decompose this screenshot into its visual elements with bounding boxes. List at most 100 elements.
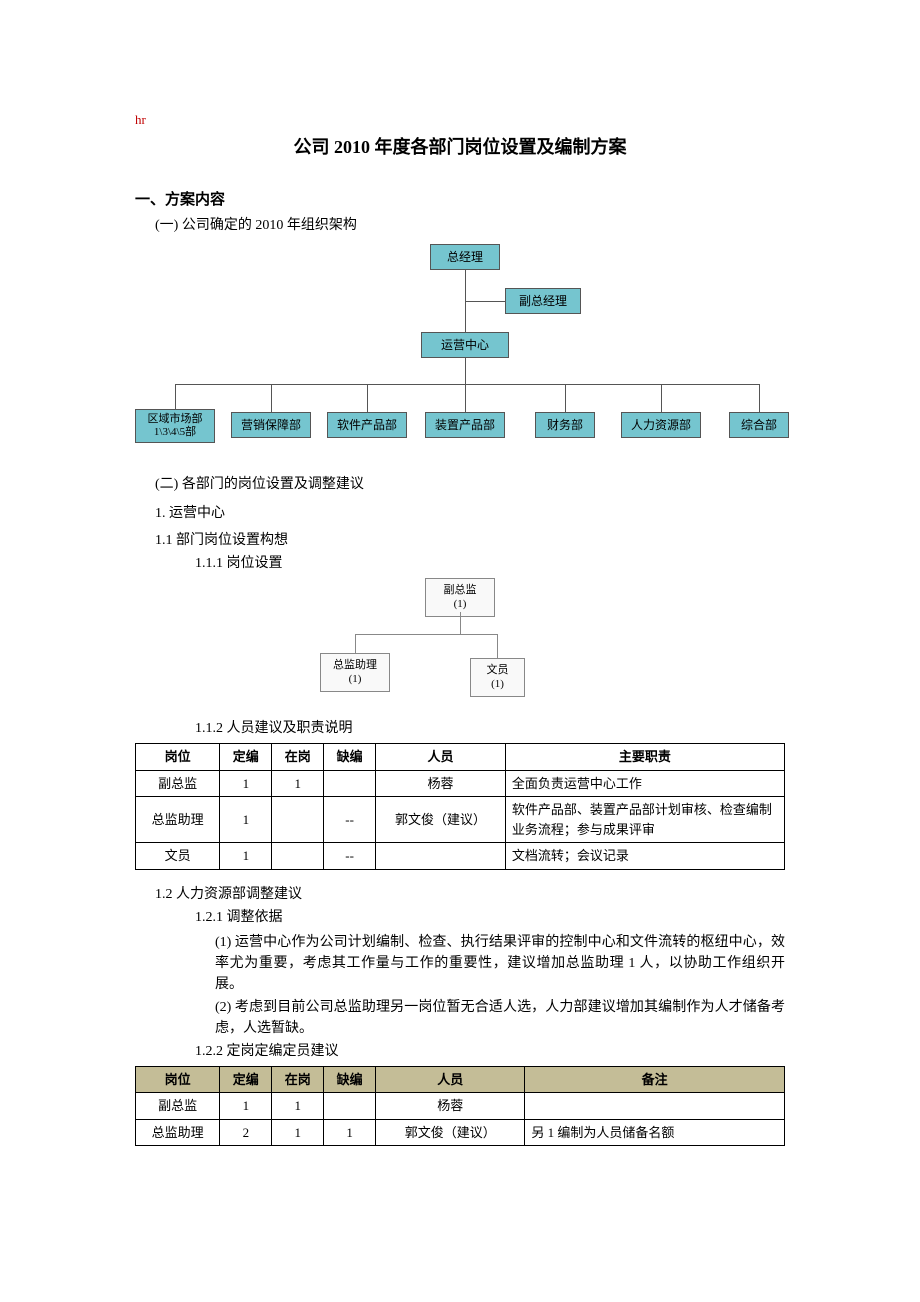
org-node-d3: 软件产品部 (327, 412, 407, 438)
org-connector (175, 384, 176, 409)
t2-h4: 人员 (376, 1066, 525, 1093)
table-2: 岗位 定编 在岗 缺编 人员 备注 副总监 1 1 杨蓉 总监助理 2 1 1 (135, 1066, 785, 1147)
t1-r0-c3 (324, 770, 376, 797)
t2-h2: 在岗 (272, 1066, 324, 1093)
t2-r0-c0: 副总监 (136, 1093, 220, 1120)
t1-r0-c5: 全面负责运营中心工作 (505, 770, 784, 797)
sub-connector (497, 634, 498, 658)
table-row: 副总监 1 1 杨蓉 (136, 1093, 785, 1120)
t2-r1-c3: 1 (324, 1119, 376, 1146)
t2-r1-c2: 1 (272, 1119, 324, 1146)
t1-h5: 主要职责 (505, 744, 784, 771)
org-node-d7: 综合部 (729, 412, 789, 438)
t1-r2-c4 (376, 843, 506, 870)
t2-r1-c5: 另 1 编制为人员储备名额 (525, 1119, 785, 1146)
table-1-header-row: 岗位 定编 在岗 缺编 人员 主要职责 (136, 744, 785, 771)
table-row: 文员 1 -- 文档流转；会议记录 (136, 843, 785, 870)
t2-r0-c4: 杨蓉 (376, 1093, 525, 1120)
t1-r2-c0: 文员 (136, 843, 220, 870)
org-connector (175, 384, 759, 385)
t1-h4: 人员 (376, 744, 506, 771)
t1-r0-c2: 1 (272, 770, 324, 797)
t2-h1: 定编 (220, 1066, 272, 1093)
org-connector (759, 384, 760, 412)
org-node-d2: 营销保障部 (231, 412, 311, 438)
sub-connector (460, 612, 461, 634)
t1-r0-c1: 1 (220, 770, 272, 797)
sub-node-c-l2: (1) (477, 677, 518, 691)
t1-r1-c3: -- (324, 797, 376, 843)
t1-r1-c0: 总监助理 (136, 797, 220, 843)
t1-h0: 岗位 (136, 744, 220, 771)
table-1: 岗位 定编 在岗 缺编 人员 主要职责 副总监 1 1 杨蓉 全面负责运营中心工… (135, 743, 785, 870)
sub-node-b-l1: 总监助理 (327, 658, 383, 672)
org-node-gm: 总经理 (430, 244, 500, 270)
section-1-2-1-1-1: 1.1.1 岗位设置 (195, 553, 785, 574)
table-row: 总监助理 1 -- 郭文俊（建议） 软件产品部、装置产品部计划审核、检查编制业务… (136, 797, 785, 843)
org-node-d4: 装置产品部 (425, 412, 505, 438)
org-connector (465, 301, 505, 302)
section-1-1-heading: (一) 公司确定的 2010 年组织架构 (155, 215, 785, 236)
t2-h3: 缺编 (324, 1066, 376, 1093)
table-row: 总监助理 2 1 1 郭文俊（建议） 另 1 编制为人员储备名额 (136, 1119, 785, 1146)
t2-r1-c1: 2 (220, 1119, 272, 1146)
document-page: hr 公司 2010 年度各部门岗位设置及编制方案 一、方案内容 (一) 公司确… (0, 0, 920, 1302)
paragraph-2: (2) 考虑到目前公司总监助理另一岗位暂无合适人选，人力部建议增加其编制作为人才… (215, 997, 785, 1039)
t2-r1-c4: 郭文俊（建议） (376, 1119, 525, 1146)
sub-node-c-l1: 文员 (477, 663, 518, 677)
t1-r2-c3: -- (324, 843, 376, 870)
section-1-2-heading: (二) 各部门的岗位设置及调整建议 (155, 474, 785, 495)
org-connector (661, 384, 662, 412)
t1-r1-c4: 郭文俊（建议） (376, 797, 506, 843)
table-2-header-row: 岗位 定编 在岗 缺编 人员 备注 (136, 1066, 785, 1093)
sub-node-a-l2: (1) (432, 597, 488, 611)
t2-r0-c5 (525, 1093, 785, 1120)
t2-r0-c3 (324, 1093, 376, 1120)
sub-node-a: 副总监 (1) (425, 578, 495, 617)
section-1-2-2: 1.2 人力资源部调整建议 (155, 884, 785, 905)
sub-node-b: 总监助理 (1) (320, 653, 390, 692)
section-1-heading: 一、方案内容 (135, 189, 785, 212)
section-1-2-2-1: 1.2.1 调整依据 (195, 907, 785, 928)
org-node-dgm: 副总经理 (505, 288, 581, 314)
t1-r1-c2 (272, 797, 324, 843)
paragraph-1: (1) 运营中心作为公司计划编制、检查、执行结果评审的控制中心和文件流转的枢纽中… (215, 932, 785, 995)
table-row: 副总监 1 1 杨蓉 全面负责运营中心工作 (136, 770, 785, 797)
t2-h5: 备注 (525, 1066, 785, 1093)
t2-r0-c1: 1 (220, 1093, 272, 1120)
t1-h2: 在岗 (272, 744, 324, 771)
t2-r0-c2: 1 (272, 1093, 324, 1120)
sub-connector (355, 634, 497, 635)
t1-r2-c5: 文档流转；会议记录 (505, 843, 784, 870)
org-node-d1: 区域市场部1\3\4\5部 (135, 409, 215, 443)
t1-r1-c1: 1 (220, 797, 272, 843)
t1-h3: 缺编 (324, 744, 376, 771)
t1-r2-c1: 1 (220, 843, 272, 870)
t2-r1-c0: 总监助理 (136, 1119, 220, 1146)
t2-h0: 岗位 (136, 1066, 220, 1093)
org-node-d5: 财务部 (535, 412, 595, 438)
sub-node-c: 文员 (1) (470, 658, 525, 697)
header-tag: hr (135, 110, 785, 130)
section-1-2-1: 1. 运营中心 (155, 503, 785, 524)
org-connector (465, 384, 466, 412)
t1-r0-c0: 副总监 (136, 770, 220, 797)
document-title: 公司 2010 年度各部门岗位设置及编制方案 (135, 134, 785, 161)
org-connector (465, 358, 466, 384)
section-1-2-1-1-2: 1.1.2 人员建议及职责说明 (195, 718, 785, 739)
section-1-2-2-2: 1.2.2 定岗定编定员建议 (195, 1041, 785, 1062)
section-1-2-1-1: 1.1 部门岗位设置构想 (155, 530, 785, 551)
t1-h1: 定编 (220, 744, 272, 771)
org-chart-main: 总经理 副总经理 运营中心 区域市场部1\3\4\5部 营销保障部 软件产品部 … (135, 244, 795, 454)
sub-node-b-l2: (1) (327, 672, 383, 686)
t1-r0-c4: 杨蓉 (376, 770, 506, 797)
org-connector (271, 384, 272, 412)
t1-r2-c2 (272, 843, 324, 870)
org-node-d6: 人力资源部 (621, 412, 701, 438)
sub-connector (355, 634, 356, 653)
org-node-oc: 运营中心 (421, 332, 509, 358)
org-connector (565, 384, 566, 412)
t1-r1-c5: 软件产品部、装置产品部计划审核、检查编制业务流程；参与成果评审 (505, 797, 784, 843)
org-connector (367, 384, 368, 412)
sub-node-a-l1: 副总监 (432, 583, 488, 597)
